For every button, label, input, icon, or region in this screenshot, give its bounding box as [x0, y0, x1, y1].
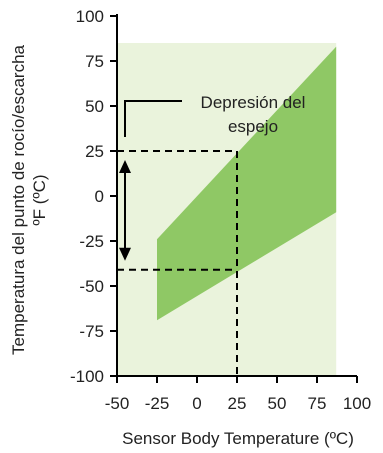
- y-tick-label: 0: [95, 187, 104, 206]
- annotation-leader: [124, 100, 182, 137]
- x-tick-label: 50: [268, 394, 287, 413]
- y-tick-label: -75: [79, 322, 104, 341]
- x-tick-label: 100: [343, 394, 371, 413]
- y-axis-title: Temperatura del punto de rocío/escarcha: [9, 44, 28, 355]
- y-tick-label: 100: [76, 7, 104, 26]
- y-tick-label: -100: [70, 367, 104, 386]
- x-tick-label: -25: [145, 394, 170, 413]
- y-tick-label: 50: [85, 97, 104, 116]
- x-tick-label: 25: [228, 394, 247, 413]
- y-tick-label: -50: [79, 277, 104, 296]
- x-ticks: -50 -25 0 25 50 75 100: [105, 376, 371, 413]
- annotation-line-2: espejo: [228, 117, 278, 136]
- x-axis-title: Sensor Body Temperature (ºC): [122, 429, 354, 448]
- x-tick-label: 75: [308, 394, 327, 413]
- y-tick-label: 25: [85, 142, 104, 161]
- dew-point-band: [157, 46, 337, 321]
- arrow-head-up: [119, 160, 131, 173]
- x-tick-label: -50: [105, 394, 130, 413]
- y-ticks: 100 75 50 25 0 -25 -50 -75 -100: [70, 7, 117, 386]
- annotation-leader-line: [124, 100, 182, 137]
- depression-arrow: [119, 160, 131, 261]
- guide-lines: [117, 150, 238, 376]
- y-axis-unit: ºF (ºC): [30, 174, 49, 225]
- y-tick-label: 75: [85, 52, 104, 71]
- y-tick-label: -25: [79, 232, 104, 251]
- arrow-head-down: [119, 247, 131, 261]
- x-tick-label: 0: [192, 394, 201, 413]
- annotation-line-1: Depresión del: [201, 93, 306, 112]
